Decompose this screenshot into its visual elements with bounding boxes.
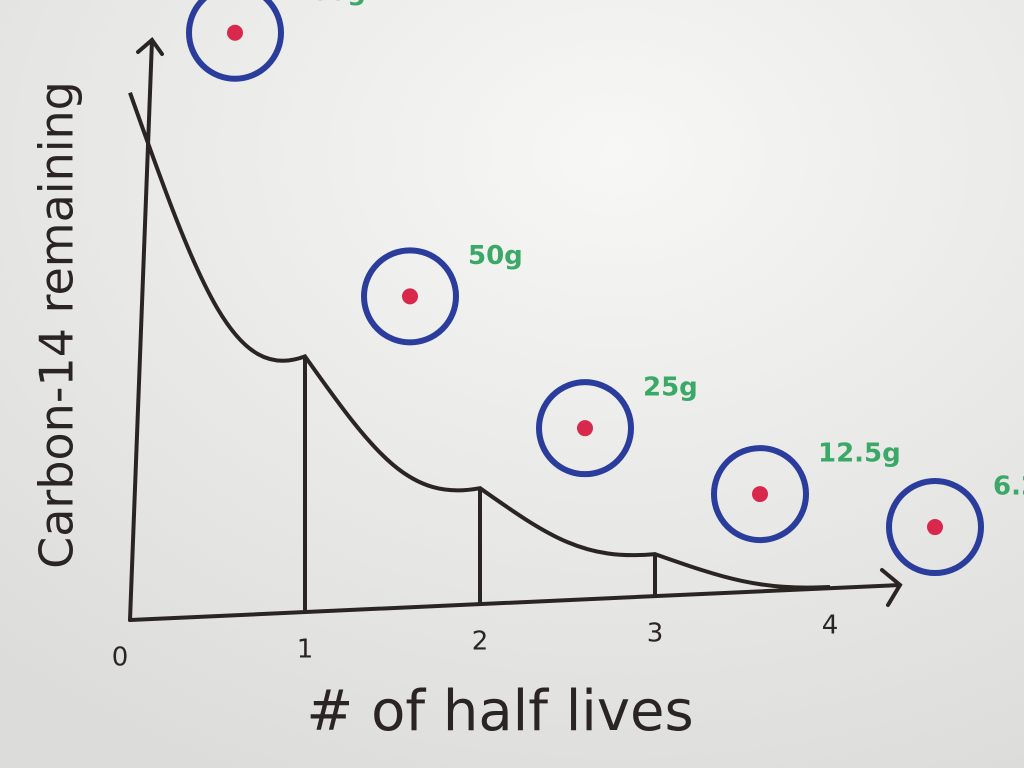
atom bbox=[227, 24, 243, 41]
sample-circle bbox=[186, 0, 284, 82]
sample-circle bbox=[711, 445, 809, 544]
x-tick-label: 0 bbox=[112, 643, 129, 673]
value-label: 100g bbox=[293, 0, 366, 7]
atom bbox=[402, 288, 418, 305]
x-axis-label: # of half lives bbox=[306, 679, 693, 744]
atom bbox=[752, 486, 768, 503]
atom bbox=[927, 519, 943, 536]
value-label: 12.5g bbox=[818, 439, 901, 469]
sample-circle bbox=[536, 379, 634, 478]
x-tick-label: 2 bbox=[472, 627, 489, 657]
x-tick-label: 4 bbox=[822, 611, 839, 641]
value-label: 50g bbox=[468, 241, 523, 271]
y-axis-label: Carbon-14 remaining bbox=[30, 81, 84, 569]
decay-curve bbox=[128, 92, 831, 590]
value-label: 25g bbox=[643, 373, 698, 403]
y-axis bbox=[128, 37, 164, 622]
sample-circle bbox=[361, 247, 459, 346]
atom bbox=[577, 420, 593, 437]
sample-circle bbox=[886, 478, 984, 577]
x-tick-label: 3 bbox=[647, 619, 664, 649]
x-axis bbox=[128, 568, 903, 622]
x-tick-label: 1 bbox=[297, 635, 314, 665]
value-label: 6.25g. bbox=[993, 472, 1024, 502]
